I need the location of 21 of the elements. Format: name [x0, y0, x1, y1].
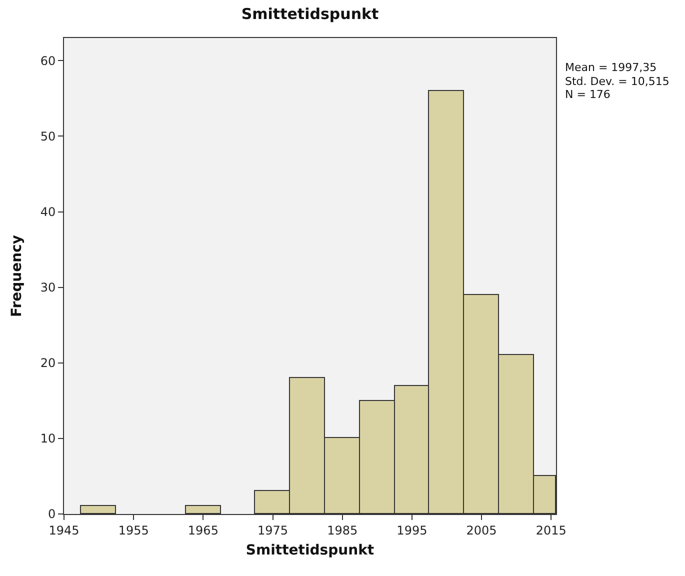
- x-tick-label: 2015: [536, 523, 566, 538]
- y-tick-label: 0: [48, 507, 56, 522]
- y-tick-label: 20: [40, 356, 56, 370]
- x-axis-title: Smittetidspunkt: [246, 542, 374, 559]
- x-tick-label: 1945: [48, 523, 80, 538]
- y-axis-title: Frequency: [8, 235, 25, 317]
- y-tick-label: 30: [40, 280, 56, 295]
- x-tick-label: 1985: [327, 523, 358, 538]
- y-tick-label: 10: [40, 432, 56, 446]
- x-tick-label: 1995: [396, 523, 428, 538]
- y-tick-label: 60: [40, 54, 56, 68]
- x-tick-label: 1955: [118, 523, 149, 538]
- x-tick-label: 1975: [257, 523, 288, 538]
- x-tick-label: 2005: [466, 523, 497, 538]
- text: Mean = 1997,35: [565, 61, 657, 74]
- x-tick-label: 1965: [188, 523, 218, 538]
- chart-title: Smittetidspunkt: [241, 5, 379, 24]
- text: N = 176: [565, 88, 610, 101]
- y-tick-label: 50: [40, 129, 56, 144]
- text: Std. Dev. = 10,515: [565, 75, 670, 88]
- y-tick-label: 40: [40, 204, 56, 219]
